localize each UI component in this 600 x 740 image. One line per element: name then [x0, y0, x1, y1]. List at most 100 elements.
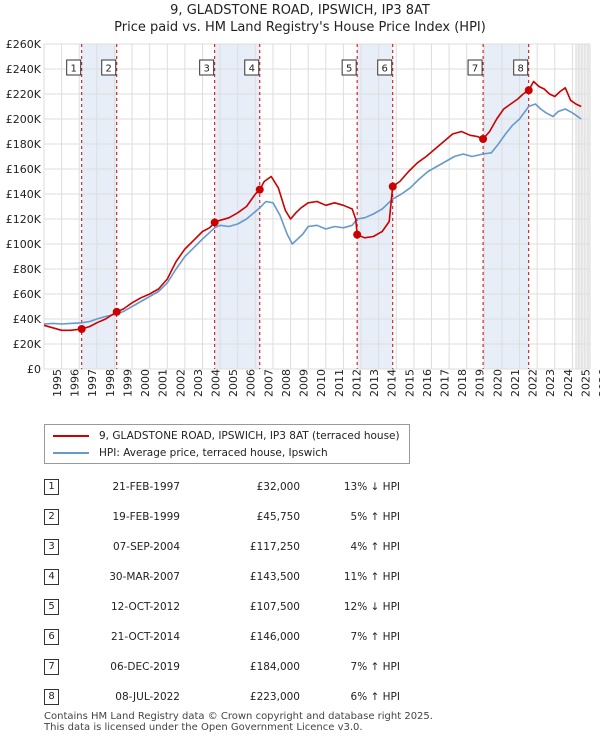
transaction-number-cell: 6: [44, 622, 80, 652]
x-tick-label: 2001: [157, 369, 170, 397]
transaction-date-cell: 07-SEP-2004: [112, 541, 180, 553]
property-price-line: [43, 80, 582, 332]
sale-point: [210, 218, 219, 227]
transaction-hpi-diff-cell: 4% ↑ HPI: [350, 541, 400, 553]
transaction-price-cell: £107,500: [249, 601, 300, 613]
x-tick-label: 2021: [509, 369, 522, 397]
table-row: 6 21-OCT-2014 £146,000 7% ↑ HPI: [44, 622, 400, 652]
x-tick-label: 2016: [421, 369, 434, 397]
transaction-number-cell: 8: [44, 682, 80, 712]
transaction-date-cell: 30-MAR-2007: [109, 571, 180, 583]
transactions-table: 1 21-FEB-1997 £32,000 13% ↓ HPI 2 19-FEB-1999…: [44, 472, 400, 712]
x-tick-label: 2002: [174, 369, 187, 397]
transaction-number: 7: [44, 659, 59, 675]
table-row: 7 06-DEC-2019 £184,000 7% ↑ HPI: [44, 652, 400, 682]
footer-line-1: Contains HM Land Registry data © Crown c…: [44, 711, 433, 722]
sale-point: [479, 135, 488, 143]
transaction-hpi-diff-cell: 7% ↑ HPI: [350, 631, 400, 643]
shaded-period: [357, 44, 393, 369]
x-tick-label: 1999: [121, 369, 134, 397]
transaction-hpi-diff-cell: 7% ↑ HPI: [350, 661, 400, 673]
sale-label: 8: [518, 64, 524, 75]
shaded-period: [214, 44, 260, 369]
transaction-number-cell: 3: [44, 532, 80, 562]
transaction-price-cell: £117,250: [249, 541, 300, 553]
table-row: 4 30-MAR-2007 £143,500 11% ↑ HPI: [44, 562, 400, 592]
sale-label-box: [377, 59, 393, 76]
sale-label: 3: [203, 64, 209, 75]
transaction-hpi-diff-cell: 5% ↑ HPI: [350, 511, 400, 523]
price-chart: 1 2 3 4 5 6 7 8 £0 £20K £40K £60K £80K £100K £120K £14…: [6, 38, 600, 397]
y-tick-label: £120K: [6, 213, 42, 226]
transaction-price-cell: £32,000: [256, 481, 300, 493]
transaction-date-cell: 19-FEB-1999: [112, 511, 180, 523]
transaction-price-cell: £146,000: [249, 631, 300, 643]
table-row: 3 07-SEP-2004 £117,250 4% ↑ HPI: [44, 532, 400, 562]
x-tick-label: 2013: [368, 369, 381, 397]
sale-label-box: [199, 59, 215, 76]
table-row: 8 08-JUL-2022 £223,000 6% ↑ HPI: [44, 682, 400, 712]
transaction-number-cell: 2: [44, 502, 80, 532]
chart-title: 9, GLADSTONE ROAD, IPSWICH, IP3 8AT: [170, 3, 430, 18]
transaction-hpi-diff-cell: 12% ↓ HPI: [343, 601, 400, 613]
transaction-price-cell: £45,750: [256, 511, 300, 523]
x-tick-label: 2026: [597, 369, 600, 397]
table-row: 2 19-FEB-1999 £45,750 5% ↑ HPI: [44, 502, 400, 532]
y-tick-label: £140K: [6, 188, 42, 201]
sale-label: 6: [382, 64, 388, 75]
sale-label-box: [101, 59, 117, 76]
y-tick-label: £160K: [6, 163, 42, 176]
x-tick-label: 2017: [438, 369, 451, 397]
sale-label: 5: [346, 64, 352, 75]
x-tick-label: 2008: [280, 369, 293, 397]
y-tick-label: £0: [27, 363, 41, 376]
axes: £0 £20K £40K £60K £80K £100K £120K £140K £160K £1…: [6, 38, 600, 397]
x-tick-label: 2020: [491, 369, 504, 397]
y-tick-label: £220K: [6, 88, 42, 101]
x-tick-label: 2006: [245, 369, 258, 397]
y-tick-label: £100K: [6, 238, 42, 251]
transaction-number: 8: [44, 689, 59, 705]
x-tick-label: 1998: [104, 369, 117, 397]
legend-item-property: 9, GLADSTONE ROAD, IPSWICH, IP3 8AT (ter…: [53, 428, 400, 444]
x-tick-label: 2009: [298, 369, 311, 397]
sale-label-box: [467, 59, 483, 76]
y-tick-label: £80K: [13, 263, 42, 276]
sale-marker-lines: [81, 44, 530, 369]
sale-point: [255, 185, 264, 194]
legend-swatch-property: [53, 435, 89, 437]
x-tick-label: 2022: [527, 369, 540, 397]
sale-point: [353, 230, 362, 239]
series: [43, 80, 582, 332]
sale-label: 7: [472, 64, 478, 75]
transaction-number: 4: [44, 569, 59, 585]
transaction-number: 3: [44, 539, 59, 555]
x-tick-label: 2005: [227, 369, 240, 397]
transaction-number-cell: 7: [44, 652, 80, 682]
grid: [43, 43, 591, 370]
transaction-number: 1: [44, 479, 59, 495]
transaction-hpi-diff-cell: 13% ↓ HPI: [343, 481, 400, 493]
y-tick-label: £180K: [6, 138, 42, 151]
legend-label-hpi: HPI: Average price, terraced house, Ipsw…: [99, 447, 328, 459]
transaction-number-cell: 4: [44, 562, 80, 592]
legend-label-property: 9, GLADSTONE ROAD, IPSWICH, IP3 8AT (ter…: [99, 430, 400, 442]
transaction-number: 6: [44, 629, 59, 645]
footer: Contains HM Land Registry data © Crown c…: [44, 711, 433, 733]
y-tick-label: £40K: [13, 313, 42, 326]
x-tick-label: 2003: [192, 369, 205, 397]
table-row: 5 12-OCT-2012 £107,500 12% ↓ HPI: [44, 592, 400, 622]
table-row: 1 21-FEB-1997 £32,000 13% ↓ HPI: [44, 472, 400, 502]
sale-label: 1: [71, 64, 77, 75]
transaction-price-cell: £184,000: [249, 661, 300, 673]
transaction-hpi-diff-cell: 6% ↑ HPI: [350, 691, 400, 703]
sale-labels: 1 2 3 4 5 6 7 8: [66, 59, 529, 76]
transaction-date-cell: 08-JUL-2022: [115, 691, 180, 703]
hpi-line: [43, 103, 582, 325]
shaded-period: [483, 44, 529, 369]
y-tick-label: £60K: [13, 288, 42, 301]
x-tick-label: 2023: [544, 369, 557, 397]
sale-point: [388, 182, 397, 191]
y-tick-label: £260K: [6, 38, 42, 51]
sale-label: 4: [249, 64, 255, 75]
